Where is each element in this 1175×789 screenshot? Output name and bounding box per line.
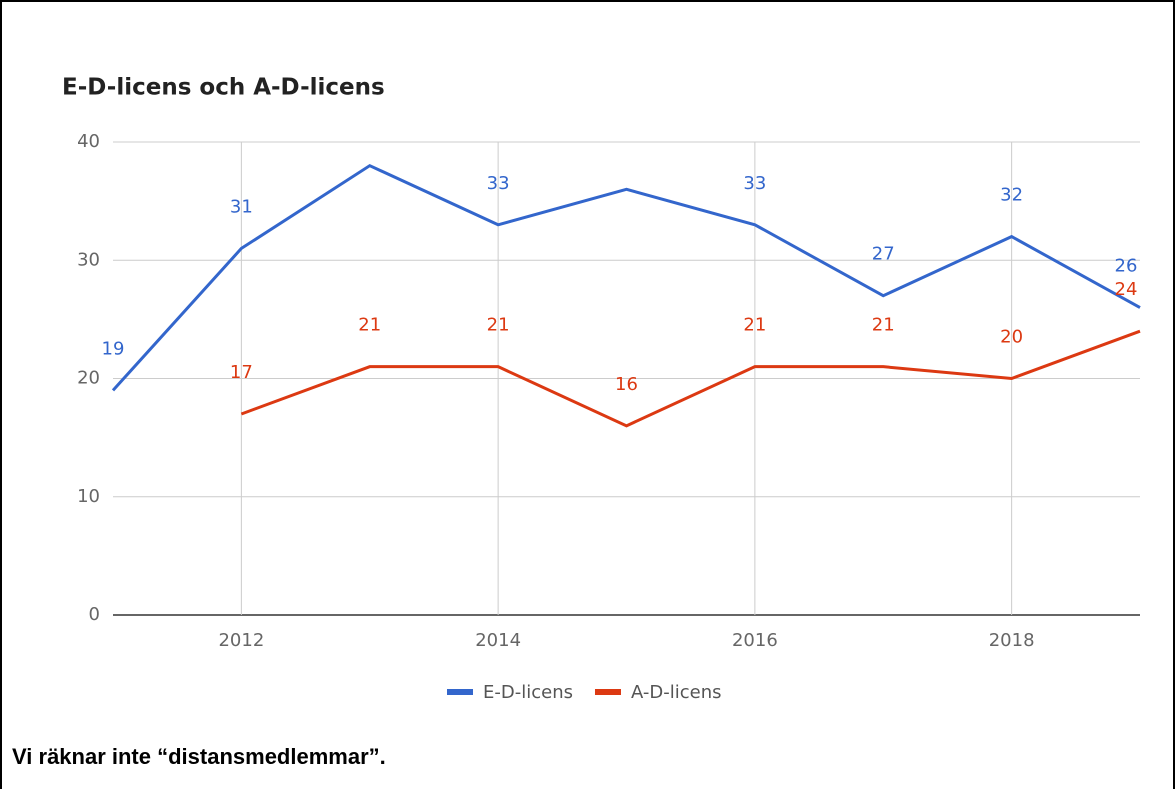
y-tick-label: 10 — [77, 486, 100, 507]
data-label: 33 — [487, 173, 510, 194]
data-label: 21 — [872, 315, 895, 336]
data-label: 19 — [102, 338, 125, 359]
x-tick-label: 2018 — [989, 630, 1035, 651]
data-label: 27 — [872, 244, 895, 265]
data-label: 32 — [1000, 185, 1023, 206]
data-label: 24 — [1115, 279, 1138, 300]
y-tick-label: 30 — [77, 249, 100, 270]
legend-label: A-D-licens — [631, 682, 722, 703]
y-tick-label: 0 — [89, 604, 100, 625]
data-label: 20 — [1000, 327, 1023, 348]
data-label: 21 — [358, 315, 381, 336]
data-label: 16 — [615, 374, 638, 395]
data-label: 33 — [743, 173, 766, 194]
x-tick-label: 2016 — [732, 630, 778, 651]
series-line — [240, 329, 1141, 428]
data-label: 21 — [487, 315, 510, 336]
data-label: 17 — [230, 362, 253, 383]
x-tick-label: 2012 — [218, 630, 264, 651]
x-tick-label: 2014 — [475, 630, 521, 651]
data-label: 31 — [230, 196, 253, 217]
data-label: 21 — [743, 315, 766, 336]
y-tick-label: 20 — [77, 368, 100, 389]
chart: E-D-licens och A-D-licens 0 10 20 30 40 2012 2… — [62, 75, 1141, 703]
chart-title: E-D-licens och A-D-licens — [62, 75, 385, 101]
data-label: 26 — [1115, 256, 1138, 277]
caption: Vi räknar inte “distansmedlemmar”. — [12, 744, 386, 769]
legend-label: E-D-licens — [483, 682, 573, 703]
y-tick-label: 40 — [77, 131, 100, 152]
series-line — [111, 163, 1141, 392]
